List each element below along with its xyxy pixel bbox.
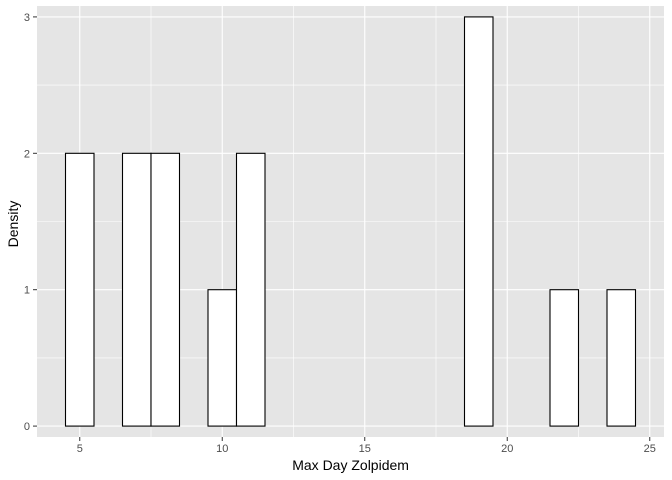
histogram-bar — [64, 152, 95, 427]
y-axis-title: Density — [5, 201, 21, 248]
y-tick-label: 3 — [24, 12, 30, 24]
x-tick-label: 5 — [77, 443, 83, 455]
y-tick-label: 0 — [24, 421, 30, 433]
histogram-bar — [463, 16, 494, 427]
histogram-bar — [121, 152, 152, 427]
x-tick-label: 15 — [359, 443, 371, 455]
minor-gridlines — [37, 6, 664, 437]
y-tick-label: 2 — [24, 148, 30, 160]
x-tick-label: 25 — [644, 443, 656, 455]
x-tick-label: 10 — [216, 443, 228, 455]
histogram-bar — [150, 152, 181, 427]
major-gridlines — [37, 6, 664, 437]
x-tick-label: 20 — [501, 443, 513, 455]
histogram-bar — [606, 289, 637, 427]
histogram-bar — [207, 289, 238, 427]
x-axis-title: Max Day Zolpidem — [292, 457, 409, 473]
axis-tick-labels: 5 10 15 20 25 0 1 2 3 — [24, 12, 656, 455]
histogram-bar — [549, 289, 580, 427]
y-tick-label: 1 — [24, 285, 30, 297]
histogram-bar — [235, 152, 266, 427]
axis-ticks — [33, 16, 651, 441]
histogram-bars — [64, 16, 637, 427]
